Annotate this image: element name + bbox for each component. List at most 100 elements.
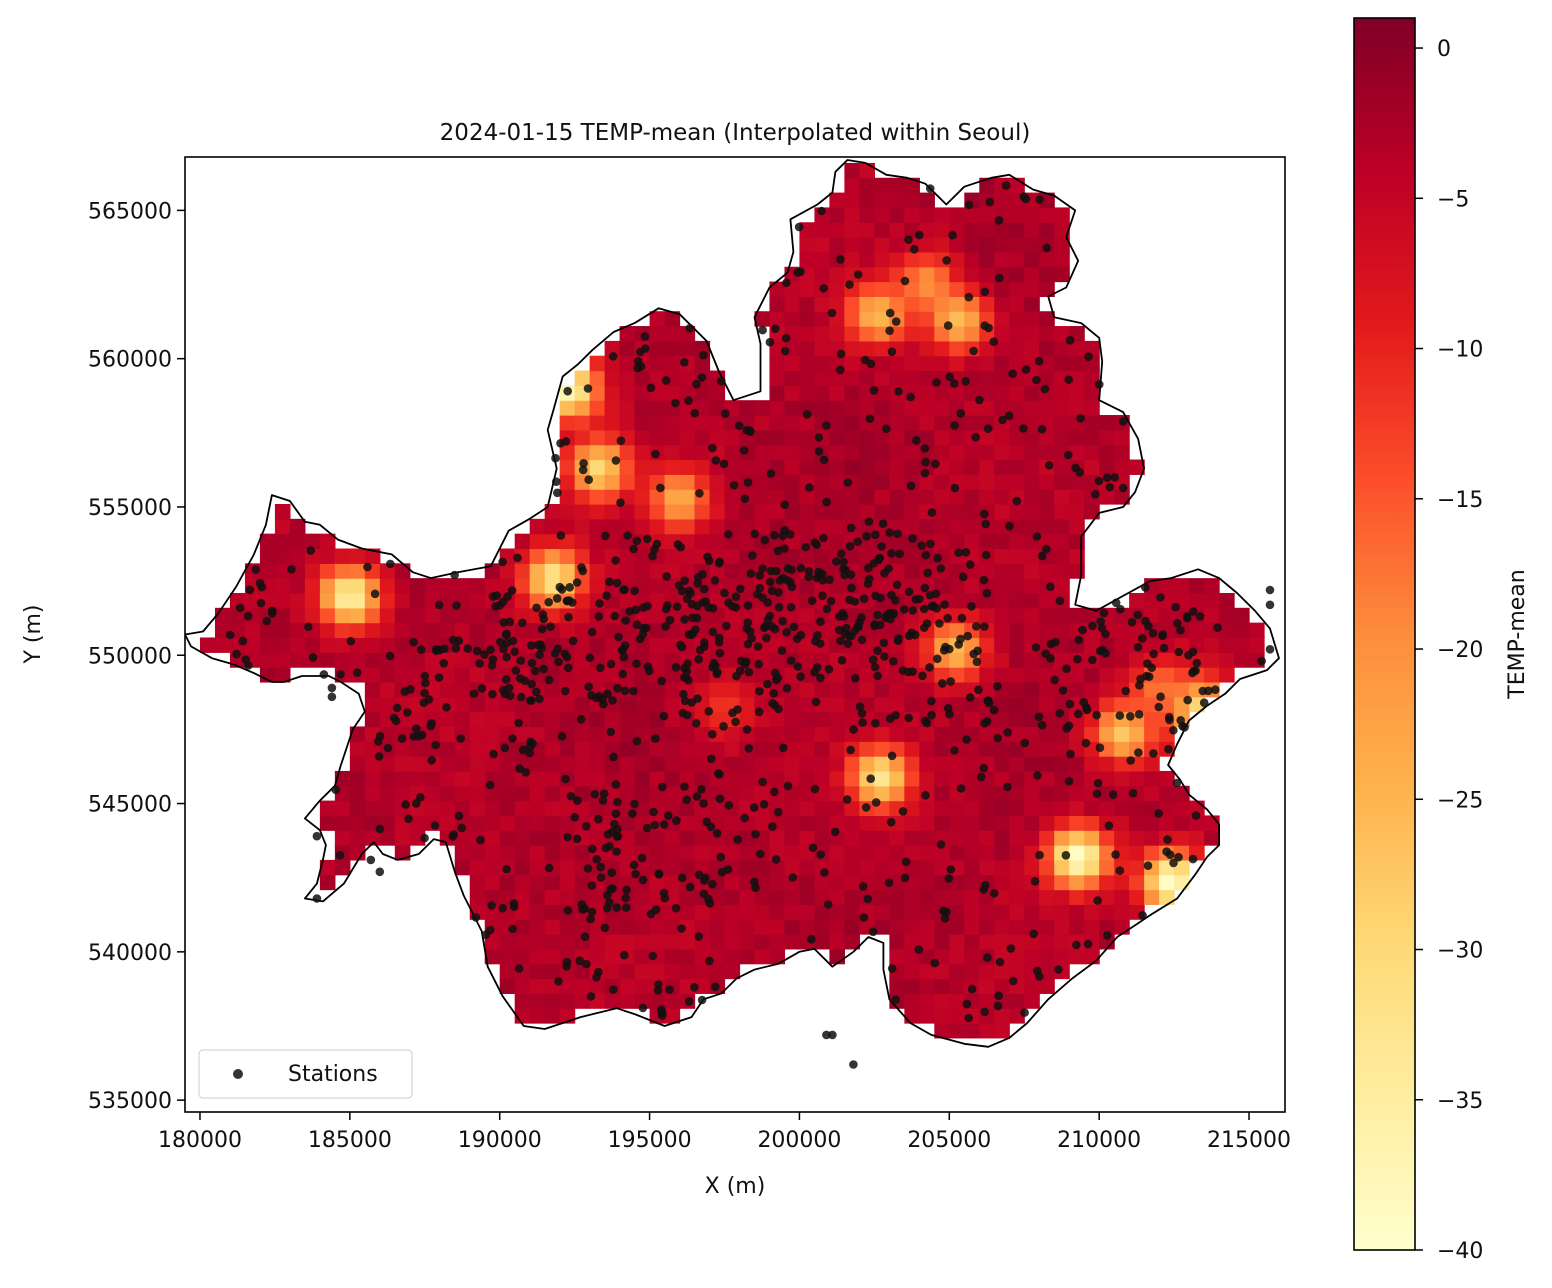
heatmap-cell (424, 726, 441, 742)
heatmap-cell (709, 563, 726, 579)
station-marker (588, 844, 597, 854)
heatmap-cell (829, 222, 845, 238)
heatmap-cell (1009, 251, 1025, 268)
heatmap-cell (799, 444, 816, 461)
heatmap-cell (784, 800, 801, 817)
heatmap-cell (964, 667, 980, 683)
station-marker (699, 584, 709, 594)
heatmap-cell (754, 919, 771, 935)
station-marker (930, 958, 940, 968)
heatmap-cell (844, 222, 860, 238)
heatmap-cell (529, 993, 546, 1009)
heatmap-cell (829, 518, 845, 535)
heatmap-cell (1039, 696, 1055, 713)
station-marker (904, 631, 914, 641)
heatmap-cell (784, 667, 801, 683)
heatmap-cell (1084, 845, 1100, 861)
heatmap-cell (739, 859, 756, 876)
heatmap-cell (904, 845, 920, 861)
station-marker (854, 622, 863, 632)
heatmap-cell (1039, 474, 1055, 490)
heatmap-cell (589, 934, 606, 950)
heatmap-cell (754, 518, 771, 535)
heatmap-cell (1144, 770, 1160, 787)
station-marker (564, 596, 574, 605)
heatmap-cell (499, 800, 516, 817)
heatmap-cell (754, 400, 771, 416)
heatmap-cell (679, 444, 696, 461)
heatmap-cell (964, 963, 980, 980)
heatmap-cell (724, 948, 741, 965)
station-marker (426, 721, 436, 731)
heatmap-cell (1039, 281, 1055, 297)
station-marker (816, 617, 825, 626)
y-tick-label: 560000 (88, 348, 172, 373)
heatmap-cell (934, 800, 950, 817)
heatmap-cell (949, 518, 965, 535)
heatmap-cell (994, 667, 1010, 683)
heatmap-cell (349, 830, 366, 846)
station-marker (808, 843, 818, 852)
station-marker (950, 746, 959, 755)
heatmap-cell (634, 518, 651, 535)
station-marker (887, 751, 897, 761)
station-marker (502, 864, 511, 874)
station-marker (664, 811, 673, 820)
station-marker (1138, 634, 1147, 643)
heatmap-cell (919, 770, 935, 787)
heatmap-cell (799, 459, 816, 475)
heatmap-cell (799, 355, 816, 372)
heatmap-cell (919, 237, 935, 253)
heatmap-cell (814, 518, 831, 535)
station-marker (544, 863, 554, 873)
heatmap-cell (1009, 711, 1025, 728)
heatmap-cell (934, 266, 950, 283)
station-marker (642, 534, 652, 544)
station-marker (587, 881, 597, 890)
heatmap-cell (1099, 429, 1115, 446)
station-marker (555, 582, 565, 592)
heatmap-cell (949, 444, 965, 461)
heatmap-cell (724, 429, 741, 446)
heatmap-cell (1144, 756, 1160, 772)
station-marker (966, 693, 975, 702)
heatmap-cell (1039, 830, 1055, 846)
heatmap-cell (679, 385, 696, 401)
heatmap-cell (844, 340, 860, 357)
heatmap-cell (634, 548, 651, 564)
station-marker (680, 358, 689, 367)
heatmap-cell (1189, 815, 1205, 831)
heatmap-cell (979, 444, 995, 461)
heatmap-cell (634, 504, 651, 520)
heatmap-cell (814, 756, 831, 772)
station-marker (600, 923, 610, 933)
station-marker (704, 707, 714, 716)
heatmap-cell (994, 251, 1010, 268)
station-marker (485, 780, 495, 790)
heatmap-cell (1024, 578, 1040, 594)
station-marker (515, 674, 525, 683)
station-marker (1081, 738, 1091, 748)
heatmap-cell (844, 429, 860, 446)
heatmap-cell (1249, 637, 1265, 653)
station-marker (554, 977, 563, 986)
heatmap-cell (829, 400, 845, 416)
heatmap-cell (754, 667, 771, 683)
station-marker (993, 682, 1002, 691)
heatmap-cell (1039, 622, 1055, 639)
station-marker (1037, 424, 1047, 434)
heatmap-cell (979, 429, 995, 446)
heatmap-cell (349, 622, 366, 639)
heatmap-cell (844, 266, 860, 283)
heatmap-cell (889, 978, 905, 994)
heatmap-cell (724, 681, 741, 698)
station-marker (699, 799, 708, 808)
heatmap-cell (784, 830, 801, 846)
x-tick-label: 185000 (308, 1128, 392, 1153)
heatmap-cell (1204, 637, 1220, 653)
station-marker (721, 409, 730, 419)
station-marker (659, 820, 669, 829)
station-marker (499, 644, 508, 654)
station-marker (772, 566, 781, 576)
station-marker (1095, 743, 1105, 752)
